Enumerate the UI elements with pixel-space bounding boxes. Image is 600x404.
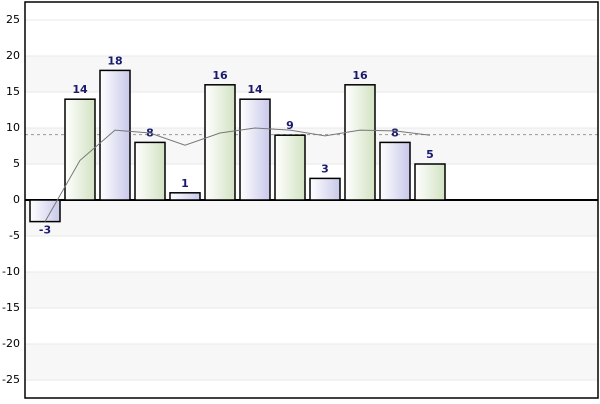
data-label: 9 [286, 119, 294, 132]
bar [274, 134, 306, 201]
plot-border [24, 1, 599, 399]
data-label: 18 [107, 54, 122, 67]
y-tick-label: 15 [6, 85, 20, 98]
bar [169, 192, 201, 201]
y-tick-label: -20 [2, 337, 20, 350]
bar [414, 163, 446, 201]
y-tick-label: 25 [6, 13, 20, 26]
bar [379, 141, 411, 201]
grid-band [25, 200, 598, 236]
data-label: 1 [181, 177, 189, 190]
grid-band [25, 272, 598, 308]
data-label: 14 [72, 83, 88, 96]
bar [309, 177, 341, 201]
trend-line [44, 127, 431, 222]
data-label: -3 [39, 224, 51, 237]
y-tick-label: 0 [13, 193, 20, 206]
bar [64, 98, 96, 201]
bar [204, 84, 236, 201]
bar [239, 98, 271, 201]
y-tick-label: -5 [9, 229, 20, 242]
data-label: 14 [247, 83, 263, 96]
grid-band [25, 344, 598, 380]
y-tick-label: -10 [2, 265, 20, 278]
y-tick-label: 5 [13, 157, 20, 170]
data-label: 8 [391, 126, 399, 139]
data-label: 3 [321, 162, 329, 175]
y-tick-label: 10 [6, 121, 20, 134]
y-tick-label: -25 [2, 373, 20, 386]
data-label: 16 [212, 69, 228, 82]
bar [344, 84, 376, 201]
data-label: 16 [352, 69, 368, 82]
bar [99, 69, 131, 201]
y-tick-label: -15 [2, 301, 20, 314]
bar [134, 141, 166, 201]
y-tick-label: 20 [6, 49, 20, 62]
data-label: 5 [426, 148, 434, 161]
